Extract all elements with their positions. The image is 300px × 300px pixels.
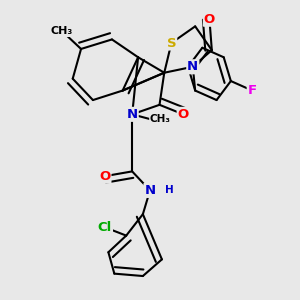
Text: H: H	[166, 185, 174, 195]
Text: N: N	[144, 184, 156, 197]
Text: CH₃: CH₃	[150, 114, 171, 124]
Text: O: O	[204, 13, 215, 26]
Text: F: F	[248, 84, 257, 97]
Text: N: N	[127, 108, 138, 121]
Text: O: O	[99, 170, 110, 183]
Text: N: N	[187, 60, 198, 73]
Text: S: S	[167, 37, 176, 50]
Text: Cl: Cl	[98, 221, 112, 234]
Text: O: O	[178, 108, 189, 121]
Text: CH₃: CH₃	[51, 26, 73, 36]
